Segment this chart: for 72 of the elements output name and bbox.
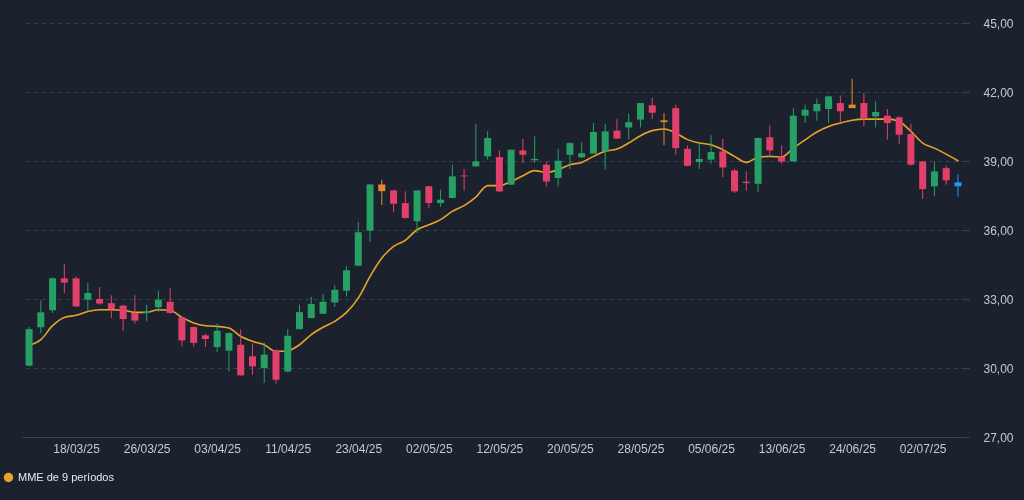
y-tick-label: 30,00 bbox=[983, 361, 1014, 376]
candlestick bbox=[930, 160, 938, 197]
candlestick bbox=[554, 148, 562, 187]
candlestick bbox=[343, 265, 351, 297]
candlestick bbox=[836, 94, 844, 124]
candlestick bbox=[295, 304, 303, 331]
x-tick-label: 24/06/25 bbox=[829, 441, 877, 456]
candlestick bbox=[119, 304, 127, 332]
candlestick bbox=[460, 168, 468, 191]
candlestick bbox=[766, 124, 774, 158]
candlestick bbox=[166, 287, 174, 315]
x-tick-label: 26/03/25 bbox=[123, 441, 171, 456]
candlestick bbox=[519, 138, 527, 164]
candlestick bbox=[613, 118, 621, 140]
candlestick bbox=[331, 284, 339, 308]
candlestick bbox=[131, 294, 139, 325]
candlestick bbox=[190, 325, 198, 347]
x-tick-label: 05/06/25 bbox=[688, 441, 736, 456]
x-tick-label: 03/04/25 bbox=[194, 441, 242, 456]
x-tick-label: 12/05/25 bbox=[476, 441, 524, 456]
x-tick-label: 02/07/25 bbox=[899, 441, 947, 456]
candlestick bbox=[448, 164, 456, 199]
candlestick bbox=[84, 281, 92, 312]
candlestick bbox=[60, 263, 68, 294]
candlestick bbox=[801, 104, 809, 124]
x-tick-label: 02/05/25 bbox=[405, 441, 454, 456]
legend-label: MME de 9 períodos bbox=[18, 470, 115, 483]
candlestick bbox=[107, 294, 115, 319]
x-tick-label: 20/05/25 bbox=[547, 441, 595, 456]
x-tick-label: 13/06/25 bbox=[758, 441, 806, 456]
candlestick bbox=[719, 138, 727, 178]
candlestick bbox=[178, 316, 186, 347]
candlestick bbox=[648, 97, 656, 120]
candlestick bbox=[825, 95, 833, 124]
x-tick-label: 18/03/25 bbox=[53, 441, 101, 456]
y-tick-label: 39,00 bbox=[983, 154, 1014, 169]
x-tick-label: 23/04/25 bbox=[335, 441, 383, 456]
y-tick-label: 36,00 bbox=[983, 223, 1014, 238]
candlestick bbox=[566, 141, 574, 170]
candlestick bbox=[942, 165, 950, 186]
candlestick bbox=[154, 290, 162, 313]
candlestick bbox=[225, 331, 233, 372]
candlestick bbox=[213, 323, 221, 353]
y-tick-label: 27,00 bbox=[983, 430, 1014, 445]
x-tick-label: 28/05/25 bbox=[617, 441, 665, 456]
candlestick bbox=[895, 115, 903, 145]
y-tick-label: 33,00 bbox=[983, 292, 1014, 307]
candlestick bbox=[484, 130, 492, 161]
candlestick bbox=[883, 108, 891, 141]
candlestick bbox=[401, 190, 409, 220]
candlestick bbox=[636, 102, 644, 128]
candlestick bbox=[260, 341, 268, 384]
candlestick bbox=[954, 173, 962, 198]
y-tick-label: 45,00 bbox=[983, 16, 1014, 31]
candlestick bbox=[589, 122, 597, 155]
candlestick bbox=[707, 134, 715, 165]
candlestick bbox=[860, 92, 868, 127]
candlestick bbox=[731, 168, 739, 194]
candlestick bbox=[378, 179, 386, 206]
candlestick bbox=[660, 112, 668, 146]
candlestick bbox=[601, 123, 609, 171]
x-tick-label: 11/04/25 bbox=[265, 441, 312, 456]
candlestick bbox=[472, 123, 480, 168]
candlestick bbox=[872, 100, 880, 128]
candlestick bbox=[778, 144, 786, 165]
candlestick bbox=[813, 98, 821, 122]
candlestick bbox=[625, 113, 633, 141]
candlestick bbox=[248, 343, 256, 376]
y-tick-label: 42,00 bbox=[983, 85, 1014, 100]
candlestick bbox=[37, 299, 45, 334]
candlestick bbox=[695, 143, 703, 170]
candlestick bbox=[542, 161, 550, 187]
